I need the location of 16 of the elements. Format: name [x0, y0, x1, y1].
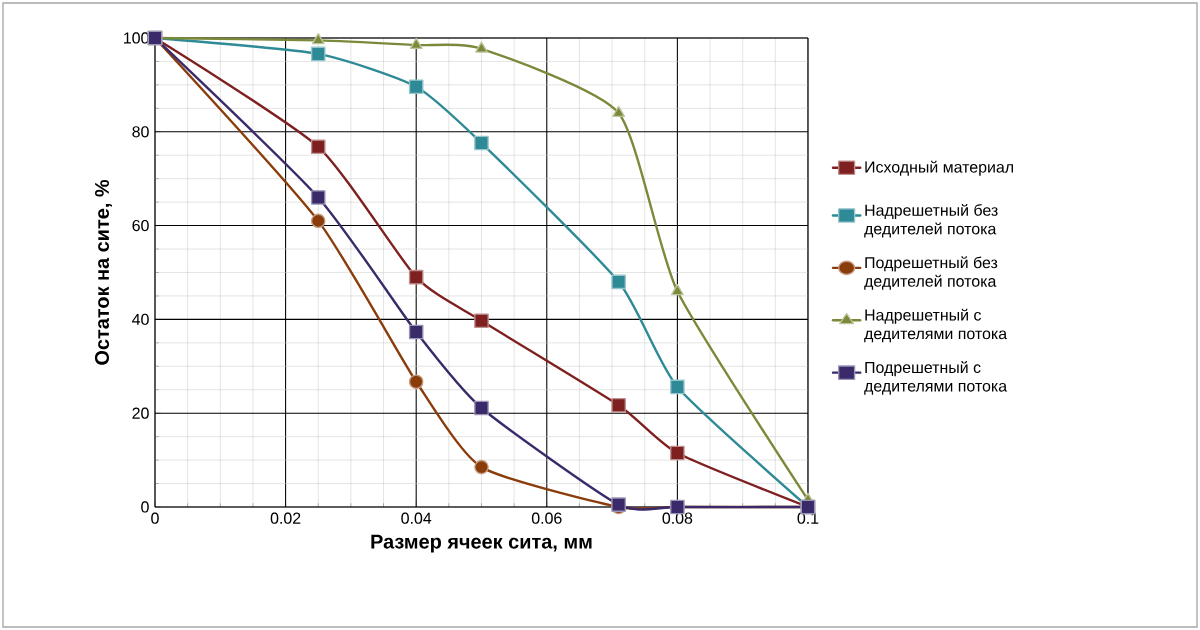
- legend-label: Подрешетный без дедителей потока: [864, 256, 998, 290]
- legend-label: Исходный материал: [865, 160, 1013, 176]
- y-tick-label: 80: [132, 126, 149, 138]
- x-tick-label: 0.04: [401, 512, 432, 524]
- y-tick-label: 20: [132, 407, 149, 419]
- x-tick-label: 0.02: [270, 512, 301, 524]
- legend-label: Надрешетный без дедителей потока: [864, 203, 998, 238]
- x-tick-label: 0: [151, 512, 159, 524]
- y-tick-label: 0: [141, 501, 149, 513]
- x-axis-title: Размер ячеек сита, мм: [371, 534, 592, 553]
- legend-label: Надрешетный с дедителями потока: [864, 308, 1008, 343]
- legend-label: Подрешетный с дедителями потока: [864, 361, 1008, 395]
- y-tick-label: 40: [132, 313, 149, 326]
- x-tick-label: 0.06: [531, 512, 562, 524]
- y-tick-label: 60: [132, 219, 149, 232]
- y-axis-title: Остаток на сите, %: [94, 179, 112, 365]
